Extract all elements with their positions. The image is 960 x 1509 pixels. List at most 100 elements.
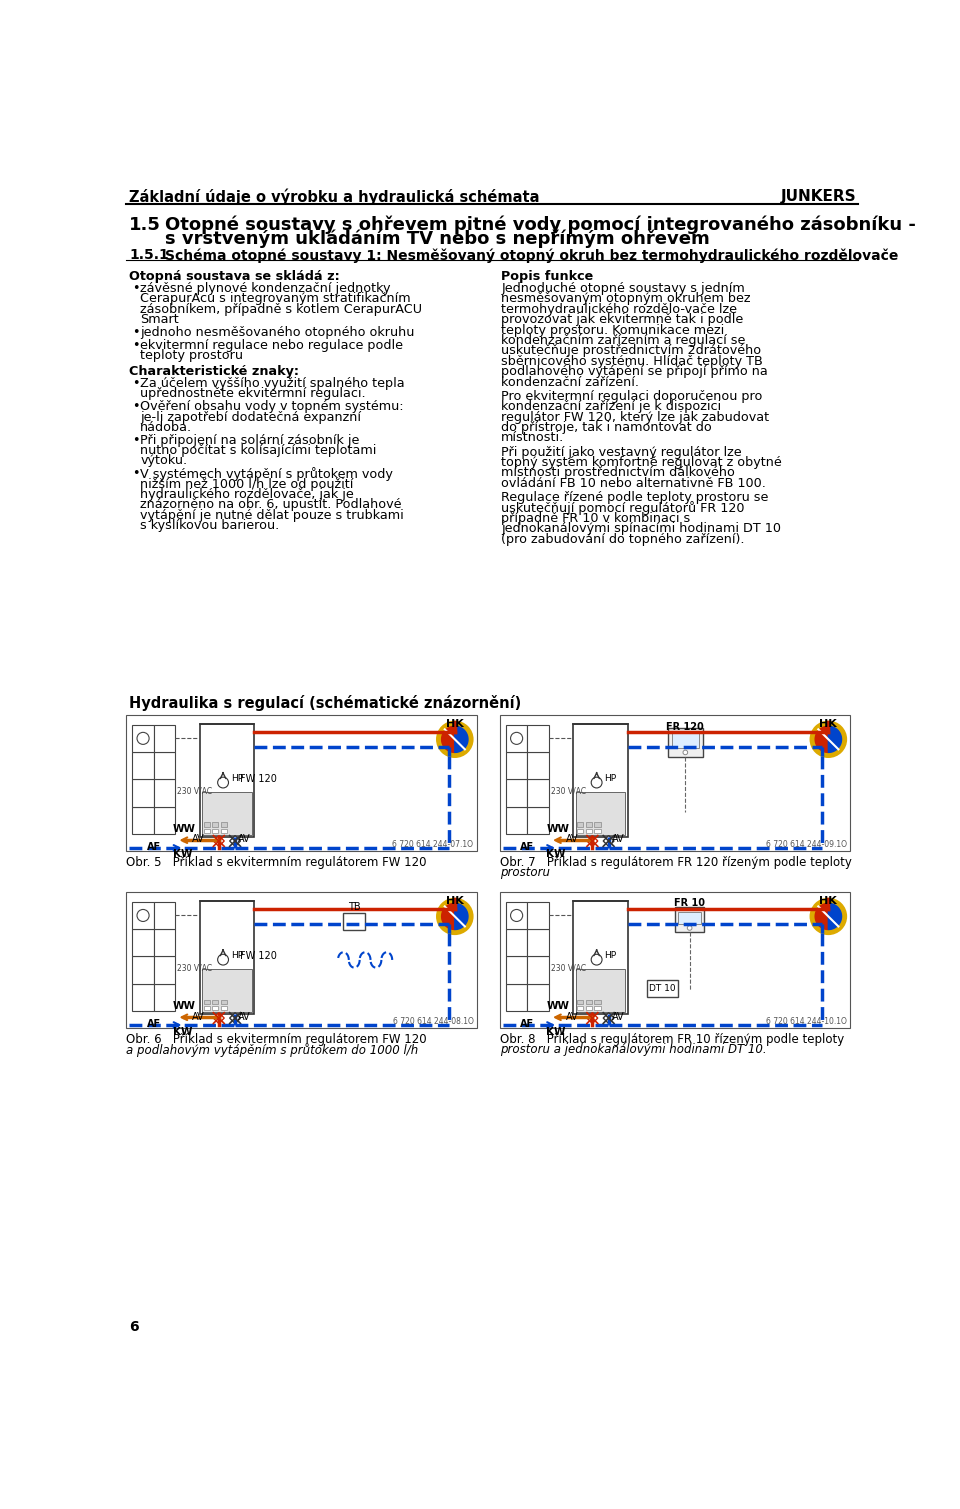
Text: Obr. 8   Příklad s regulátorem FR 10 řízeným podle teploty: Obr. 8 Příklad s regulátorem FR 10 řízen… [500, 1032, 844, 1046]
Bar [132, 957, 154, 984]
Bar [506, 807, 527, 834]
Text: AV: AV [238, 834, 251, 845]
Text: 1.5.1: 1.5.1 [130, 247, 169, 263]
Polygon shape [455, 726, 468, 753]
Text: KW: KW [546, 850, 565, 860]
Bar [527, 984, 548, 1011]
Circle shape [218, 954, 228, 966]
Text: WW: WW [173, 824, 196, 834]
Text: případně FR 10 v kombinaci s: případně FR 10 v kombinaci s [501, 512, 690, 525]
Bar [506, 984, 527, 1011]
Text: podlahového vytápění se připojí přímo na: podlahového vytápění se připojí přímo na [501, 365, 768, 379]
Bar [132, 807, 154, 834]
Text: Základní údaje o výrobku a hydraulická schémata: Základní údaje o výrobku a hydraulická s… [130, 189, 540, 205]
Text: HP: HP [230, 951, 243, 960]
Bar [586, 822, 592, 827]
Bar [204, 822, 210, 827]
Text: HK: HK [820, 896, 837, 905]
Text: AV: AV [192, 834, 204, 845]
Bar [594, 999, 601, 1003]
Bar [594, 822, 601, 827]
Bar [577, 999, 584, 1003]
Bar [586, 1007, 592, 1011]
Bar [212, 828, 219, 833]
Polygon shape [442, 726, 455, 753]
Bar [573, 724, 628, 837]
Text: AV: AV [612, 1011, 624, 1022]
Polygon shape [815, 726, 828, 753]
Text: 6 720 614 244-10.1O: 6 720 614 244-10.1O [766, 1017, 847, 1026]
Text: Otopná soustava se skládá z:: Otopná soustava se skládá z: [130, 270, 340, 282]
Text: regulátor FW 120, který lze jak zabudovat: regulátor FW 120, který lze jak zabudova… [501, 410, 769, 424]
Text: HK: HK [446, 718, 464, 729]
Bar [212, 999, 219, 1003]
Circle shape [591, 954, 602, 966]
Text: nesměšovaným otopným okruhem bez: nesměšovaným otopným okruhem bez [501, 293, 751, 305]
Bar [672, 732, 699, 748]
Bar [506, 724, 527, 751]
Text: uskutečňují pomocí regulátorů FR 120: uskutečňují pomocí regulátorů FR 120 [501, 501, 745, 516]
Text: Charakteristické znaky:: Charakteristické znaky: [130, 365, 300, 377]
Polygon shape [603, 1013, 614, 1023]
Bar [132, 751, 154, 779]
Text: kondenzační zařízení je k dispozici: kondenzační zařízení je k dispozici [501, 400, 721, 413]
Bar [506, 902, 527, 930]
Text: TB: TB [348, 902, 361, 911]
Circle shape [438, 723, 472, 756]
Circle shape [811, 899, 846, 934]
Bar [154, 902, 175, 930]
Text: Jednoduché otopné soustavy s jedním: Jednoduché otopné soustavy s jedním [501, 282, 745, 294]
Circle shape [683, 750, 687, 754]
Circle shape [811, 723, 846, 756]
Bar [126, 715, 476, 851]
Text: KW: KW [173, 1026, 192, 1037]
Text: a podlahovým vytápěním s průtokem do 1000 l/h: a podlahovým vytápěním s průtokem do 100… [126, 1044, 419, 1058]
Bar [527, 902, 548, 930]
Text: Popis funkce: Popis funkce [501, 270, 593, 282]
Text: Obr. 6   Příklad s ekvitermním regulátorem FW 120: Obr. 6 Příklad s ekvitermním regulátorem… [126, 1032, 427, 1046]
Text: jednokanálovými spínacími hodinami DT 10: jednokanálovými spínacími hodinami DT 10 [501, 522, 781, 536]
Text: AF: AF [147, 1019, 160, 1029]
Bar [154, 807, 175, 834]
Text: ekvitermní regulace nebo regulace podle: ekvitermní regulace nebo regulace podle [140, 338, 403, 352]
Bar [506, 957, 527, 984]
Bar [203, 792, 252, 834]
Polygon shape [455, 904, 468, 930]
Polygon shape [229, 1013, 241, 1023]
Bar [594, 1007, 601, 1011]
Polygon shape [213, 836, 225, 847]
Text: •: • [132, 468, 139, 480]
Text: vytápění je nutné dělat pouze s trubkami: vytápění je nutné dělat pouze s trubkami [140, 509, 404, 522]
Text: HP: HP [605, 951, 616, 960]
Bar [132, 930, 154, 957]
Text: 230 V/AC: 230 V/AC [551, 786, 586, 795]
Polygon shape [587, 1013, 598, 1023]
Bar [221, 828, 227, 833]
Bar [203, 969, 252, 1013]
Text: HK: HK [820, 718, 837, 729]
Bar [154, 957, 175, 984]
Text: HP: HP [605, 774, 616, 783]
Text: Při použití jako vestavný regulátor lze: Při použití jako vestavný regulátor lze [501, 445, 742, 459]
Text: FR 10: FR 10 [674, 898, 706, 908]
Bar [577, 828, 584, 833]
Text: závěsné plynové kondenzační jednotky: závěsné plynové kondenzační jednotky [140, 282, 391, 294]
Text: WW: WW [546, 1000, 569, 1011]
Text: provozovat jak ekvitermně tak i podle: provozovat jak ekvitermně tak i podle [501, 314, 744, 326]
Text: prostoru: prostoru [500, 866, 550, 880]
Text: •: • [132, 326, 139, 340]
Text: AF: AF [147, 842, 160, 851]
Text: zásobníkem, případně s kotlem CerapurACU: zásobníkem, případně s kotlem CerapurACU [140, 303, 422, 315]
Text: WW: WW [546, 824, 569, 834]
Text: termohydraulického rozdělo-vače lze: termohydraulického rozdělo-vače lze [501, 303, 737, 315]
Text: •: • [132, 377, 139, 389]
Text: •: • [132, 433, 139, 447]
Text: znázorněno na obr. 6, upustit. Podlahové: znázorněno na obr. 6, upustit. Podlahové [140, 498, 401, 512]
Text: hydraulického rozdělovače, jak je: hydraulického rozdělovače, jak je [140, 487, 354, 501]
Bar [132, 724, 154, 751]
Text: výtoku.: výtoku. [140, 454, 187, 468]
Bar [132, 984, 154, 1011]
Text: Za účelem vyššího využití spalného tepla: Za účelem vyššího využití spalného tepla [140, 377, 405, 389]
Text: Pro ekvitermní regulaci doporučenou pro: Pro ekvitermní regulaci doporučenou pro [501, 389, 762, 403]
Text: 6 720 614 244-08.1O: 6 720 614 244-08.1O [393, 1017, 473, 1026]
